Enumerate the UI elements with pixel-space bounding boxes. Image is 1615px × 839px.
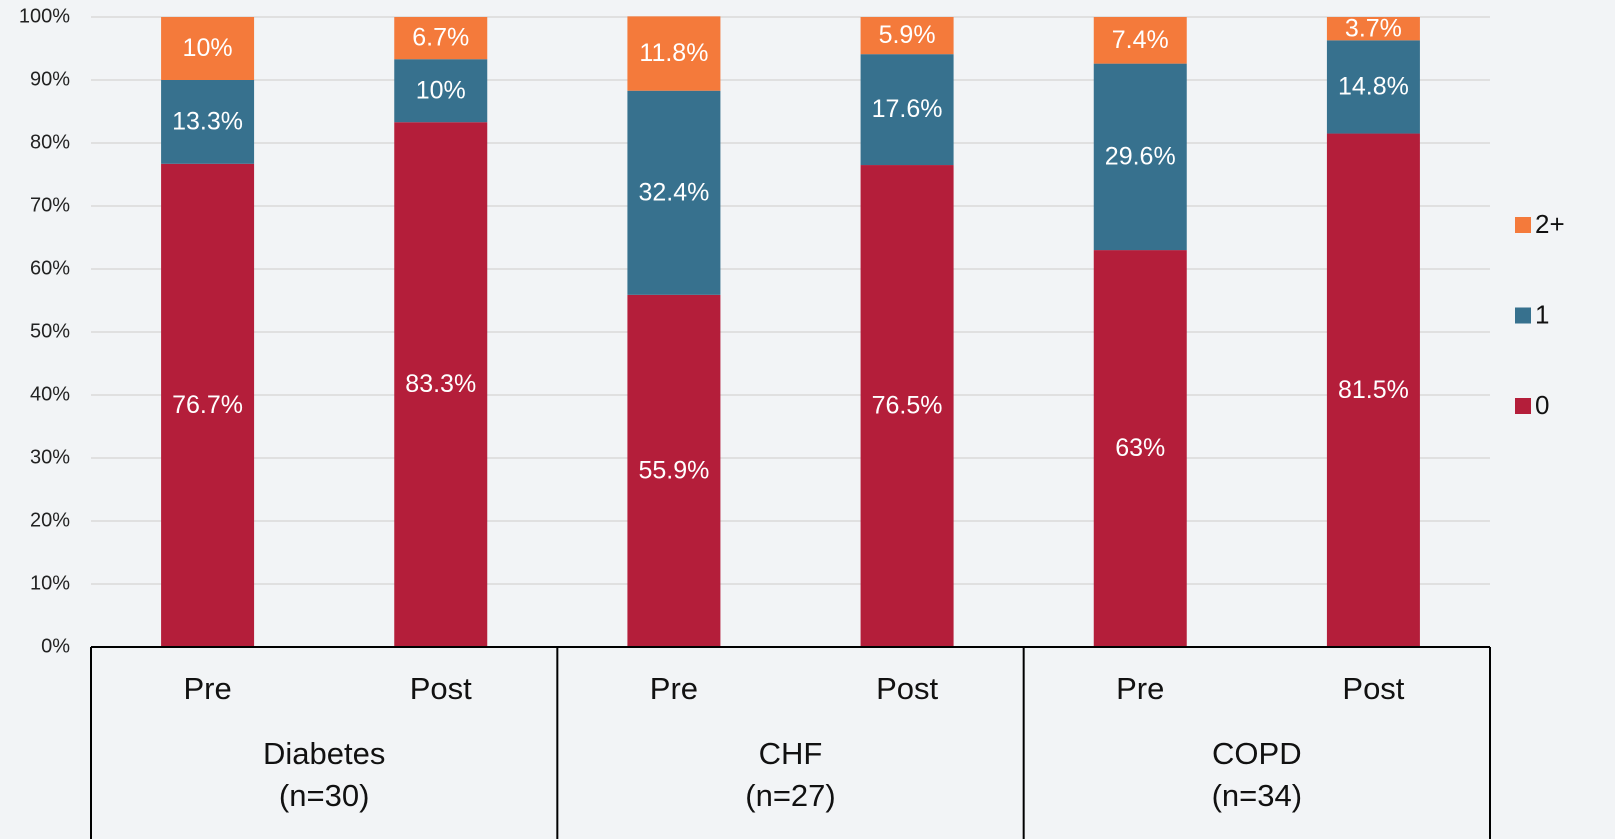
bar-segment — [394, 59, 488, 123]
bar-segment — [627, 16, 721, 91]
bar-segment — [161, 80, 255, 164]
data-label: 10% — [416, 76, 466, 104]
bar-segment — [161, 163, 255, 648]
bar-segment — [394, 122, 488, 647]
bar-segment — [1093, 250, 1187, 647]
data-label: 63% — [1115, 434, 1165, 462]
data-label: 76.5% — [872, 392, 943, 420]
data-label: 76.7% — [172, 391, 243, 419]
bar-segment — [1326, 133, 1420, 648]
y-tick-label: 30% — [30, 446, 70, 468]
legend-swatch — [1515, 398, 1531, 414]
group-label: COPD — [1212, 736, 1302, 771]
y-tick-label: 100% — [19, 5, 70, 27]
data-label: 10% — [183, 34, 233, 62]
bar-segment — [1093, 17, 1187, 64]
bar-segment — [1326, 17, 1420, 41]
data-label: 14.8% — [1338, 73, 1409, 101]
group-label: CHF — [759, 736, 823, 771]
x-tick-label: Pre — [183, 671, 231, 706]
bar-segment — [860, 17, 954, 55]
y-tick-label: 80% — [30, 131, 70, 153]
x-tick-label: Post — [876, 671, 938, 706]
data-label: 32.4% — [638, 178, 709, 206]
legend-label: 1 — [1535, 299, 1549, 329]
data-label: 3.7% — [1345, 14, 1402, 42]
data-label: 81.5% — [1338, 376, 1409, 404]
group-label: (n=34) — [1212, 778, 1302, 813]
bar-segment — [860, 165, 954, 648]
x-tick-label: Pre — [1116, 671, 1164, 706]
y-tick-label: 70% — [30, 194, 70, 216]
legend-swatch — [1515, 307, 1531, 324]
y-tick-label: 10% — [30, 572, 70, 594]
bar-segment — [1326, 40, 1420, 134]
bar-segment — [860, 54, 954, 166]
legend-label: 0 — [1535, 390, 1549, 420]
bar-segment — [627, 294, 721, 647]
y-tick-label: 50% — [30, 320, 70, 342]
data-label: 6.7% — [412, 24, 469, 52]
data-label: 7.4% — [1112, 26, 1169, 54]
data-label: 55.9% — [638, 457, 709, 485]
legend-label: 2+ — [1535, 209, 1565, 239]
data-label: 83.3% — [405, 370, 476, 398]
bar-segment — [627, 90, 721, 295]
y-tick-label: 40% — [30, 383, 70, 405]
legend-swatch — [1515, 217, 1531, 233]
data-label: 5.9% — [879, 21, 936, 49]
x-tick-label: Pre — [650, 671, 698, 706]
y-tick-label: 90% — [30, 68, 70, 90]
y-tick-label: 20% — [30, 509, 70, 531]
x-tick-label: Post — [1342, 671, 1404, 706]
data-label: 29.6% — [1105, 142, 1176, 170]
y-tick-label: 0% — [41, 635, 70, 657]
bar-segment — [394, 17, 488, 60]
group-label: (n=30) — [279, 778, 369, 813]
data-label: 11.8% — [639, 39, 708, 67]
y-tick-label: 60% — [30, 257, 70, 279]
group-label: (n=27) — [745, 778, 835, 813]
x-tick-label: Post — [410, 671, 472, 706]
data-label: 17.6% — [872, 95, 943, 123]
bar-segment — [161, 17, 255, 80]
group-label: Diabetes — [263, 736, 385, 771]
bar-segment — [1093, 63, 1187, 251]
data-label: 13.3% — [172, 108, 243, 136]
